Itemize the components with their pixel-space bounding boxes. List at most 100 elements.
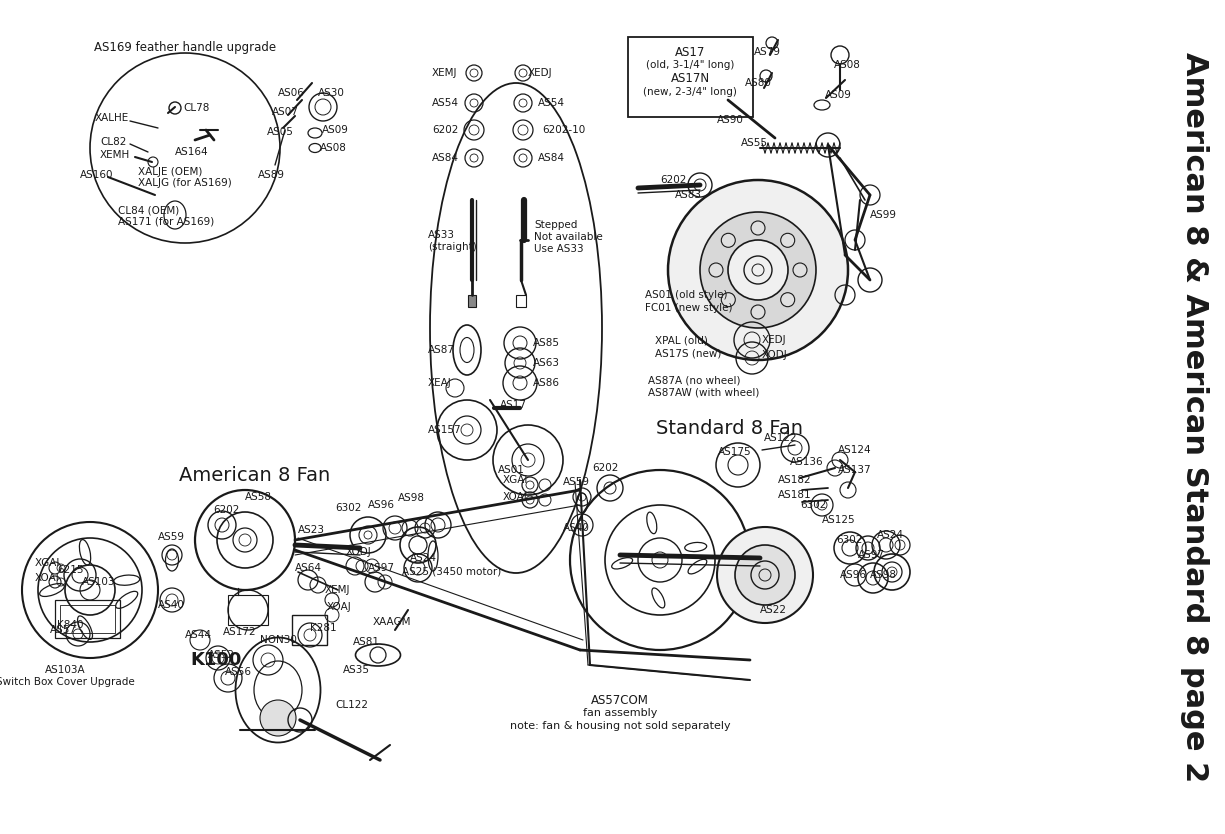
Text: AS96: AS96: [368, 500, 394, 510]
Text: 6202: 6202: [432, 125, 458, 135]
Text: XALJE (OEM): XALJE (OEM): [138, 167, 202, 177]
Text: AS25 (3450 motor): AS25 (3450 motor): [402, 567, 501, 577]
Text: XOAJ: XOAJ: [327, 602, 352, 612]
Circle shape: [717, 527, 813, 623]
Text: XEMH: XEMH: [100, 150, 130, 160]
Text: AS40: AS40: [158, 600, 185, 610]
Text: AS58: AS58: [245, 492, 272, 502]
Text: AS137: AS137: [838, 465, 872, 475]
Text: AS103A: AS103A: [44, 665, 86, 675]
Text: Switch Box Cover Upgrade: Switch Box Cover Upgrade: [0, 677, 135, 687]
Circle shape: [735, 545, 795, 605]
Text: AS56: AS56: [225, 667, 252, 677]
Text: AS122: AS122: [764, 433, 797, 443]
Text: AS63: AS63: [533, 358, 560, 368]
Text: 6202: 6202: [213, 505, 239, 515]
Text: AS83: AS83: [675, 190, 702, 200]
Text: XOAI: XOAI: [503, 492, 528, 502]
Text: 6202: 6202: [660, 175, 686, 185]
Circle shape: [780, 234, 795, 248]
Text: AS97: AS97: [858, 550, 884, 560]
Text: AS87: AS87: [428, 345, 454, 355]
Text: AS86: AS86: [533, 378, 560, 388]
Text: AS103: AS103: [82, 577, 115, 587]
Text: 6302: 6302: [800, 500, 827, 510]
Circle shape: [668, 180, 848, 360]
Circle shape: [722, 234, 735, 248]
Text: XALJG (for AS169): XALJG (for AS169): [138, 178, 232, 188]
Text: AS23: AS23: [298, 525, 325, 535]
Text: AS57: AS57: [50, 625, 77, 635]
Text: AS22: AS22: [760, 605, 786, 615]
Text: XAAGM: XAAGM: [372, 617, 412, 627]
Text: AS30: AS30: [318, 88, 345, 98]
Text: Standard 8 Fan: Standard 8 Fan: [657, 419, 804, 438]
Text: AS80: AS80: [745, 78, 772, 88]
Text: AS09: AS09: [824, 90, 851, 100]
Text: XGAI: XGAI: [36, 558, 60, 568]
Text: 6202-10: 6202-10: [541, 125, 586, 135]
Text: XEMJ: XEMJ: [432, 68, 457, 78]
Bar: [292, 615, 327, 645]
Text: XEDJ: XEDJ: [528, 68, 552, 78]
Circle shape: [722, 293, 735, 307]
Text: AS17N: AS17N: [670, 72, 709, 84]
Text: CL84 (OEM): CL84 (OEM): [118, 205, 179, 215]
Text: AS79: AS79: [755, 47, 782, 57]
Text: AS52: AS52: [208, 650, 235, 660]
Text: AS01 (old style): AS01 (old style): [646, 290, 728, 300]
Text: AS160: AS160: [80, 170, 114, 180]
Text: AS124: AS124: [838, 445, 872, 455]
Text: AS96: AS96: [840, 570, 867, 580]
Text: AS157: AS157: [428, 425, 462, 435]
Text: American 8 Fan: American 8 Fan: [179, 465, 331, 485]
Text: XOAI: XOAI: [36, 573, 60, 583]
Text: Not available: Not available: [534, 232, 603, 242]
Text: AS136: AS136: [790, 457, 823, 467]
Text: AS07: AS07: [272, 107, 299, 117]
Text: AS89: AS89: [258, 170, 285, 180]
Circle shape: [709, 263, 723, 277]
Text: XODJ: XODJ: [762, 350, 788, 360]
Circle shape: [751, 221, 764, 235]
Text: AS54: AS54: [538, 98, 565, 108]
Text: AS99: AS99: [870, 210, 897, 220]
Text: AS175: AS175: [718, 447, 752, 457]
Circle shape: [260, 700, 296, 736]
Text: AS08: AS08: [834, 60, 861, 70]
Text: XEDJ: XEDJ: [762, 335, 786, 345]
Text: AS98: AS98: [398, 493, 425, 503]
Text: K100: K100: [190, 651, 241, 669]
Text: AS85: AS85: [533, 338, 560, 348]
Text: AS54: AS54: [432, 98, 459, 108]
Text: AS06: AS06: [278, 88, 305, 98]
Text: (old, 3-1/4" long): (old, 3-1/4" long): [646, 60, 734, 70]
Circle shape: [728, 240, 788, 300]
Text: CL78: CL78: [183, 103, 209, 113]
Text: AS08: AS08: [320, 143, 347, 153]
Text: XEMJ: XEMJ: [325, 585, 350, 595]
Bar: [228, 595, 268, 625]
Text: Stepped: Stepped: [534, 220, 577, 230]
Text: AS17S (new): AS17S (new): [655, 348, 722, 358]
Text: AS172: AS172: [223, 627, 256, 637]
Text: 6302: 6302: [835, 535, 862, 545]
Text: (straight): (straight): [428, 242, 477, 252]
Text: NON30: NON30: [260, 635, 296, 645]
Text: XODJ: XODJ: [345, 547, 371, 557]
Text: K281: K281: [310, 623, 337, 633]
Text: AS57COM: AS57COM: [592, 694, 649, 706]
Circle shape: [793, 263, 807, 277]
Bar: [516, 295, 526, 307]
Text: AS55: AS55: [741, 138, 768, 148]
Text: AS24: AS24: [877, 530, 904, 540]
Text: XGAI: XGAI: [503, 475, 528, 485]
Text: AS90: AS90: [717, 115, 744, 125]
Text: Use AS33: Use AS33: [534, 244, 583, 254]
Text: AS84: AS84: [432, 153, 459, 163]
Circle shape: [751, 305, 764, 319]
Text: CL82: CL82: [100, 137, 126, 147]
Bar: [628, 37, 753, 117]
Text: AS125: AS125: [822, 515, 855, 525]
Text: American 8 & American Standard 8 page 2: American 8 & American Standard 8 page 2: [1180, 52, 1209, 782]
